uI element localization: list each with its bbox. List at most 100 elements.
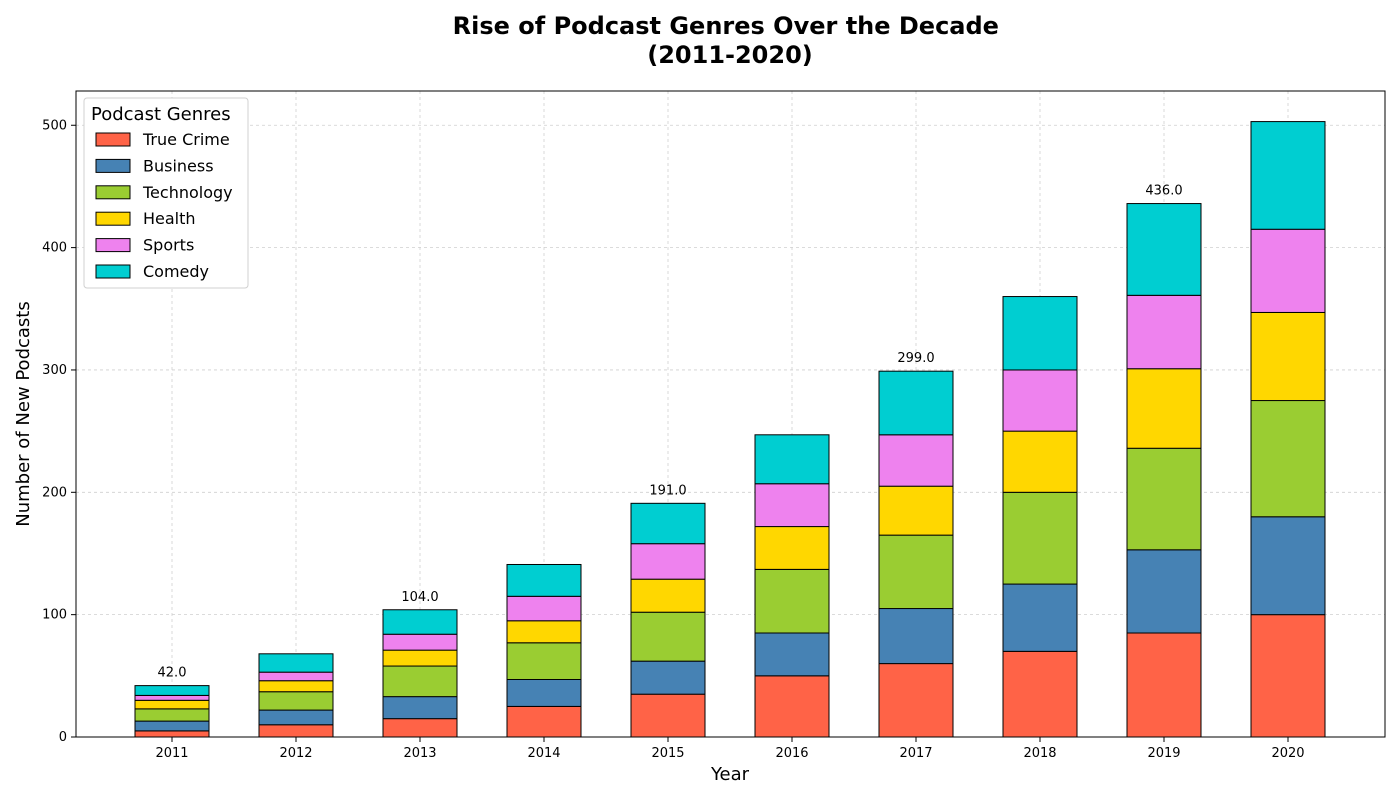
bar-segment-business-2016: [754, 632, 830, 677]
legend-label-comedy: Comedy: [143, 262, 209, 281]
bar-segment-business-2017: [878, 608, 954, 665]
bar-stack-2013: [382, 609, 458, 738]
bar-segment-true-crime-2014: [506, 705, 582, 738]
bar-segment-true-crime-2015: [630, 693, 706, 738]
bar-segment-comedy-2015: [630, 502, 706, 545]
legend-label-sports: Sports: [143, 236, 194, 255]
bar-segment-business-2014: [506, 678, 582, 707]
x-axis: 2011 2012 2013 2014 2015 2016 2017 2018 2019 2020: [155, 737, 1305, 761]
x-tick-label-2015: 2015: [651, 746, 684, 761]
bar-segment-technology-2015: [630, 611, 706, 662]
bar-segment-sports-2017: [878, 434, 954, 487]
chart-title-line-1: Rise of Podcast Genres Over the Decade: [453, 12, 999, 40]
plot-frame: [75, 90, 1386, 738]
bar-segment-health-2016: [754, 526, 830, 570]
total-label-2017: 299.0: [897, 351, 934, 366]
bar-segment-comedy-2013: [382, 609, 458, 635]
x-tick-label-2011: 2011: [155, 746, 188, 761]
legend-label-business: Business: [143, 156, 214, 175]
bar-segment-true-crime-2019: [1126, 632, 1202, 738]
bar-stack-2019: [1126, 203, 1202, 738]
bar-segment-true-crime-2017: [878, 663, 954, 738]
x-tick-label-2014: 2014: [527, 746, 560, 761]
bar-segment-technology-2014: [506, 642, 582, 680]
legend: Podcast Genres True Crime Business Technolo…: [83, 97, 249, 289]
bar-segment-comedy-2014: [506, 563, 582, 597]
bar-segment-comedy-2016: [754, 434, 830, 485]
y-tick-label-100: 100: [42, 608, 67, 623]
bar-segment-sports-2019: [1126, 294, 1202, 370]
bar-stacks: [134, 121, 1326, 738]
total-labels: 42.0 104.0 191.0 299.0 436.0: [158, 184, 1183, 681]
x-tick-label-2017: 2017: [899, 746, 932, 761]
total-label-2011: 42.0: [158, 666, 187, 681]
bar-segment-comedy-2012: [258, 653, 334, 673]
y-tick-label-200: 200: [42, 485, 67, 500]
legend-label-technology: Technology: [142, 183, 233, 202]
bar-segment-technology-2013: [382, 665, 458, 698]
x-tick-label-2016: 2016: [775, 746, 808, 761]
legend-swatch-comedy: [95, 264, 131, 279]
bar-stack-2014: [506, 563, 582, 738]
total-label-2019: 436.0: [1145, 184, 1182, 199]
bar-segment-true-crime-2012: [258, 724, 334, 738]
x-tick-label-2020: 2020: [1271, 746, 1304, 761]
bar-segment-technology-2019: [1126, 447, 1202, 551]
y-axis-label: Number of New Podcasts: [13, 301, 34, 526]
bar-segment-health-2018: [1002, 430, 1078, 493]
bar-stack-2016: [754, 434, 830, 738]
bar-segment-true-crime-2018: [1002, 650, 1078, 738]
y-tick-label-300: 300: [42, 363, 67, 378]
bar-segment-technology-2017: [878, 534, 954, 610]
y-tick-label-400: 400: [42, 241, 67, 256]
chart-title-line-2: (2011-2020): [647, 41, 813, 69]
x-tick-label-2013: 2013: [403, 746, 436, 761]
bar-stack-2020: [1250, 121, 1326, 738]
x-tick-label-2019: 2019: [1147, 746, 1180, 761]
bar-segment-health-2011: [134, 699, 210, 710]
bar-segment-sports-2015: [630, 543, 706, 580]
bar-segment-technology-2016: [754, 568, 830, 634]
y-tick-label-500: 500: [42, 118, 67, 133]
bar-segment-health-2019: [1126, 368, 1202, 449]
legend-swatch-true-crime: [95, 132, 131, 147]
legend-swatch-business: [95, 158, 131, 173]
legend-swatch-technology: [95, 185, 131, 200]
bar-segment-business-2013: [382, 696, 458, 720]
x-tick-label-2012: 2012: [279, 746, 312, 761]
bar-stack-2018: [1002, 296, 1078, 738]
bar-segment-comedy-2020: [1250, 121, 1326, 230]
bar-segment-sports-2018: [1002, 369, 1078, 432]
bar-segment-true-crime-2011: [134, 730, 210, 738]
bar-segment-health-2017: [878, 485, 954, 536]
bar-segment-sports-2012: [258, 671, 334, 682]
bar-stack-2015: [630, 502, 706, 738]
y-tick-label-0: 0: [59, 730, 67, 745]
bar-segment-business-2012: [258, 709, 334, 726]
bar-stack-2012: [258, 653, 334, 738]
bar-segment-comedy-2017: [878, 370, 954, 436]
bar-segment-business-2018: [1002, 583, 1078, 652]
x-axis-label: Year: [710, 764, 750, 785]
legend-swatch-sports: [95, 238, 131, 253]
bar-segment-technology-2020: [1250, 400, 1326, 518]
bar-segment-true-crime-2013: [382, 718, 458, 738]
bar-segment-health-2020: [1250, 311, 1326, 402]
bar-segment-true-crime-2020: [1250, 614, 1326, 738]
legend-title: Podcast Genres: [91, 104, 231, 125]
bar-segment-comedy-2019: [1126, 203, 1202, 296]
x-tick-label-2018: 2018: [1023, 746, 1056, 761]
bar-segment-health-2012: [258, 680, 334, 693]
bar-segment-comedy-2018: [1002, 296, 1078, 371]
bar-segment-sports-2014: [506, 595, 582, 622]
bar-segment-comedy-2011: [134, 685, 210, 696]
bar-segment-technology-2011: [134, 708, 210, 722]
bar-segment-true-crime-2016: [754, 675, 830, 738]
bar-segment-sports-2020: [1250, 228, 1326, 313]
bar-segment-business-2020: [1250, 516, 1326, 616]
chart-title: Rise of Podcast Genres Over the Decade (…: [453, 12, 1008, 69]
bar-segment-sports-2016: [754, 483, 830, 528]
bar-segment-technology-2018: [1002, 491, 1078, 585]
